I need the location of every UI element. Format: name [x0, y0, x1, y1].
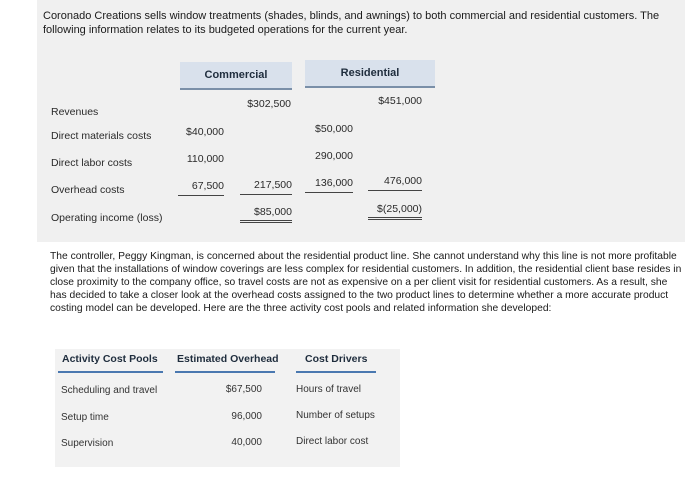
residential-overhead: 136,000: [305, 177, 353, 193]
activity-cost-table: [55, 349, 400, 467]
driver-hours-of-travel: Hours of travel: [296, 384, 362, 395]
row-label-overhead: Overhead costs: [51, 184, 125, 196]
pool-supervision: Supervision: [61, 438, 114, 449]
commercial-total-costs: 217,500: [240, 179, 292, 195]
residential-direct-materials: $50,000: [315, 123, 353, 135]
commercial-revenues: $302,500: [247, 98, 291, 110]
overhead-scheduling-travel: $67,500: [225, 384, 262, 395]
commercial-direct-materials: $40,000: [186, 126, 224, 138]
commercial-overhead: 67,500: [178, 180, 224, 196]
top-panel: [37, 0, 685, 242]
residential-revenues: $451,000: [378, 95, 422, 107]
residential-header: Residential: [305, 60, 435, 88]
commercial-direct-labor: 110,000: [186, 153, 224, 165]
overhead-setup-time: 96,000: [231, 411, 262, 422]
overhead-supervision: 40,000: [231, 437, 262, 448]
pool-setup-time: Setup time: [61, 412, 109, 423]
residential-total-costs: 476,000: [368, 175, 422, 191]
driver-number-of-setups: Number of setups: [296, 410, 375, 421]
residential-operating-income: $(25,000): [368, 203, 422, 220]
residential-direct-labor: 290,000: [315, 150, 353, 162]
row-label-operating-income: Operating income (loss): [51, 212, 163, 224]
commercial-operating-income: $85,000: [240, 206, 292, 223]
row-label-direct-labor: Direct labor costs: [51, 157, 133, 169]
driver-direct-labor-cost: Direct labor cost: [296, 436, 369, 447]
intro-text: Coronado Creations sells window treatmen…: [43, 10, 660, 36]
row-label-direct-materials: Direct materials costs: [51, 130, 152, 142]
controller-paragraph: The controller, Peggy Kingman, is concer…: [50, 251, 682, 314]
estimated-overhead-header-underline: [175, 371, 275, 373]
pool-scheduling-travel: Scheduling and travel: [61, 385, 158, 396]
activity-pools-header-underline: [58, 371, 163, 373]
commercial-header: Commercial: [180, 62, 292, 90]
cost-drivers-header: Cost Drivers: [305, 353, 368, 365]
estimated-overhead-header: Estimated Overhead: [177, 353, 279, 365]
activity-pools-header: Activity Cost Pools: [62, 353, 158, 365]
row-label-revenues: Revenues: [51, 106, 99, 118]
cost-drivers-header-underline: [296, 371, 376, 373]
